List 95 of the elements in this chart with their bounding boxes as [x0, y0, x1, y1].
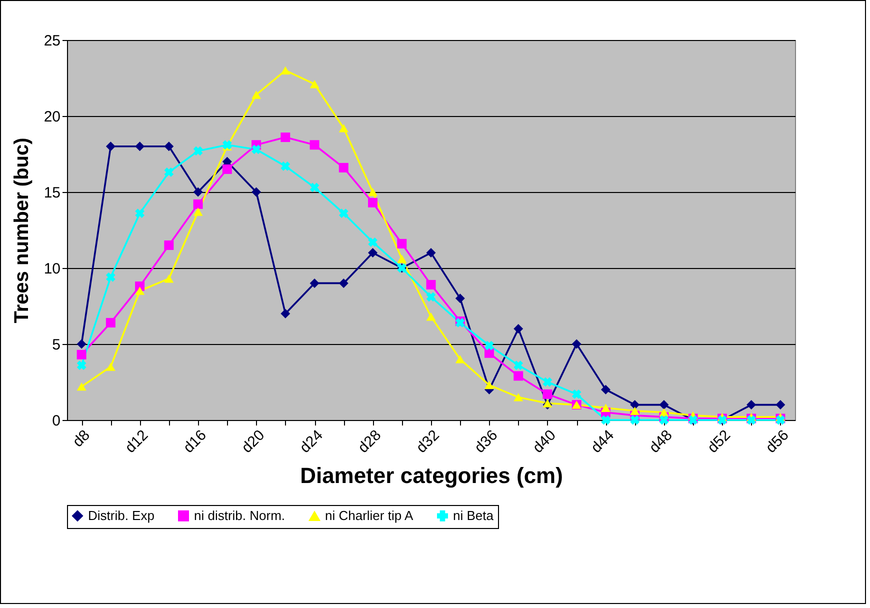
point [600, 384, 610, 394]
point [106, 318, 116, 328]
point [193, 208, 203, 216]
point [193, 146, 203, 156]
point [514, 360, 524, 370]
legend-label: Distrib. Exp [88, 508, 154, 523]
point [659, 400, 669, 410]
point [630, 415, 640, 425]
point [164, 142, 174, 152]
point [310, 278, 320, 288]
point [572, 339, 582, 349]
point [106, 272, 116, 282]
point [368, 198, 378, 208]
point [630, 400, 640, 410]
x-tick-label: d40 [530, 426, 560, 457]
point [397, 254, 407, 263]
x-tick-label: d52 [704, 426, 734, 457]
point [572, 389, 582, 399]
legend-label: ni Beta [453, 508, 494, 523]
point [193, 187, 203, 197]
point [280, 308, 290, 318]
x-tick-label: d48 [646, 426, 676, 457]
point [106, 142, 116, 152]
point [542, 377, 552, 387]
point [76, 360, 86, 370]
y-tick-label: 5 [52, 336, 60, 354]
point [484, 340, 494, 350]
y-tick-label: 20 [44, 108, 60, 126]
point [310, 182, 320, 192]
point [135, 286, 145, 295]
point [600, 404, 610, 412]
point [455, 355, 465, 364]
point [338, 208, 348, 218]
y-tick-label: 15 [44, 184, 60, 202]
point [542, 399, 552, 408]
point [280, 66, 290, 75]
point [106, 362, 116, 371]
point [338, 124, 348, 132]
legend-label: ni Charlier tip A [325, 508, 414, 524]
legend-label: ni distrib. Norm. [194, 508, 286, 523]
point [746, 400, 756, 410]
point [280, 161, 290, 171]
point [164, 240, 174, 250]
point [193, 199, 203, 209]
point [252, 90, 262, 99]
point [76, 339, 86, 349]
point [484, 380, 494, 390]
point [135, 208, 144, 218]
point [310, 80, 320, 88]
point [164, 168, 174, 177]
point [542, 389, 552, 399]
point [252, 144, 261, 154]
point [397, 238, 407, 248]
point [222, 164, 232, 174]
point [76, 382, 86, 391]
point [601, 415, 610, 425]
x-axis-title: Diameter categories (cm) [300, 462, 563, 488]
y-tick-label: 25 [44, 32, 60, 50]
point [659, 415, 669, 425]
point [630, 406, 640, 415]
x-tick-label: d32 [413, 426, 443, 457]
point [426, 292, 436, 302]
x-tick-label: d56 [762, 426, 792, 457]
y-tick-label: 0 [52, 412, 60, 430]
point [455, 294, 465, 304]
x-tick-label: d12 [122, 426, 152, 457]
point [514, 324, 524, 334]
y-axis-title: Trees number (buc) [10, 138, 33, 324]
point [659, 408, 669, 417]
point [368, 188, 378, 196]
y-tick-label: 10 [44, 260, 60, 278]
point [252, 187, 262, 197]
point [514, 371, 524, 381]
point [164, 274, 174, 283]
point [426, 248, 436, 258]
point [135, 142, 145, 152]
x-tick-label: d28 [354, 426, 385, 457]
x-tick-label: d44 [588, 426, 618, 457]
x-tick-label: d16 [180, 426, 210, 457]
point [280, 132, 290, 142]
point [514, 393, 524, 402]
point [338, 278, 348, 288]
point [426, 280, 436, 290]
point [426, 312, 436, 321]
x-tick-label: d8 [70, 426, 94, 451]
x-tick-label: d20 [238, 426, 268, 457]
point [310, 140, 320, 150]
point [76, 350, 86, 360]
x-tick-label: d36 [471, 426, 502, 457]
point [338, 162, 348, 172]
point [368, 248, 378, 258]
point [368, 237, 378, 247]
x-tick-label: d24 [296, 426, 326, 457]
point [484, 348, 494, 358]
point [776, 400, 786, 410]
